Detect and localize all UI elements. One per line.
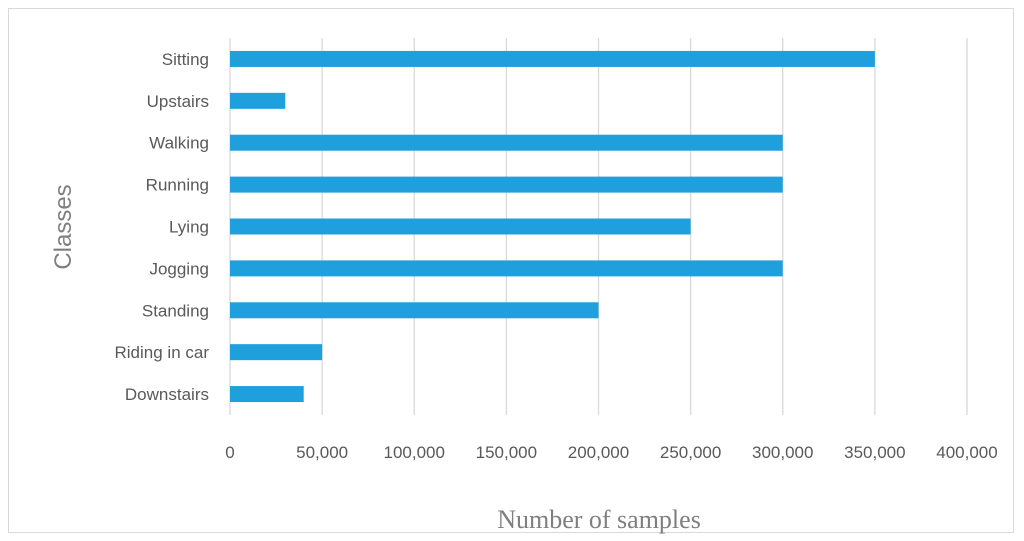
bar-standing [230,302,599,319]
category-label: Standing [142,301,209,320]
bar-downstairs [230,386,304,403]
category-label: Running [146,176,209,195]
category-label: Downstairs [125,385,209,404]
x-axis-title: Number of samples [497,505,701,534]
x-tick-label: 200,000 [568,443,629,462]
x-tick-label: 400,000 [936,443,997,462]
bar-walking [230,134,783,151]
category-label: Lying [169,218,209,237]
category-label: Sitting [162,50,209,69]
category-label: Riding in car [115,343,210,362]
x-tick-label: 50,000 [296,443,348,462]
category-labels: Sitting Upstairs Walking Running Lying Joggin… [115,50,210,404]
category-label: Walking [149,134,209,153]
x-tick-label: 350,000 [844,443,905,462]
bar-riding-in-car [230,344,323,361]
x-tick-label: 100,000 [384,443,445,462]
bar-jogging [230,260,783,277]
x-tick-labels: 0 50,000 100,000 150,000 200,000 250,000 300,0… [225,443,997,462]
bar-upstairs [230,92,286,109]
x-tick-label: 150,000 [476,443,537,462]
y-axis-title: Classes [50,184,77,269]
bar-running [230,176,783,193]
x-tick-label: 250,000 [660,443,721,462]
category-label: Upstairs [147,92,209,111]
x-tick-label: 0 [225,443,234,462]
bar-lying [230,218,691,235]
bars-layer [230,50,875,403]
bar-sitting [230,50,875,67]
category-label: Jogging [149,259,209,278]
x-tick-label: 300,000 [752,443,813,462]
